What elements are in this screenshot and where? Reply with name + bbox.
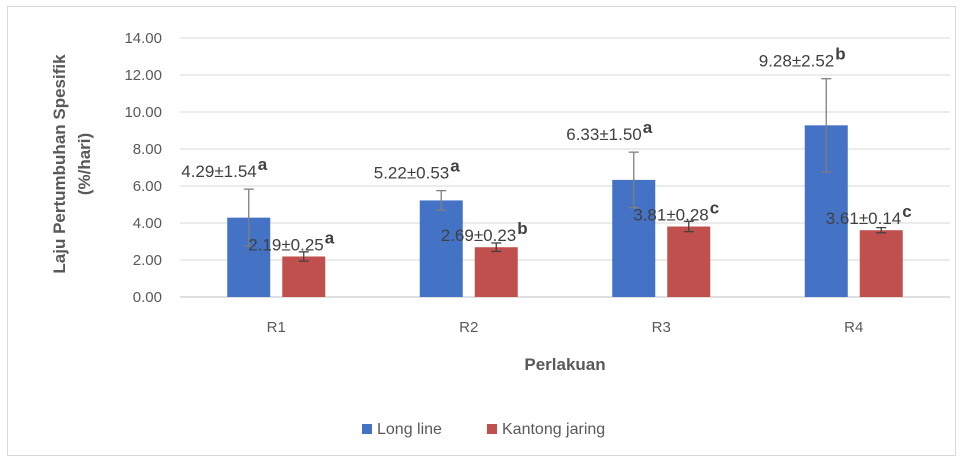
data-label: 3.81±0.28 <box>633 206 709 225</box>
bar <box>859 230 903 297</box>
legend-swatch-kantong-jaring <box>487 424 497 434</box>
bar <box>419 200 463 297</box>
x-axis-ticks: R1 R2 R3 R4 <box>267 319 864 336</box>
data-label: 9.28±2.52 <box>759 52 835 71</box>
data-label: 5.22±0.53 <box>374 164 450 183</box>
y-tick-label: 0.00 <box>133 289 162 306</box>
bar <box>282 256 326 297</box>
data-label: 6.33±1.50 <box>566 125 642 144</box>
legend: Long line Kantong jaring <box>362 421 605 438</box>
y-tick-label: 8.00 <box>133 141 162 158</box>
y-axis-title: Laju Pertumbuhan Spesifik (%/hari) <box>50 54 94 274</box>
bar <box>667 226 711 297</box>
y-tick-label: 14.00 <box>124 30 162 47</box>
y-axis-title-line1: Laju Pertumbuhan Spesifik <box>50 54 69 274</box>
significance-letter: a <box>325 228 335 247</box>
bar <box>474 247 518 297</box>
x-tick-label: R3 <box>652 319 671 336</box>
significance-letter: b <box>517 219 527 238</box>
error-bars <box>243 78 887 262</box>
data-label: 3.61±0.14 <box>826 209 902 228</box>
x-tick-label: R4 <box>844 319 863 336</box>
y-tick-label: 10.00 <box>124 104 162 121</box>
y-tick-label: 4.00 <box>133 215 162 232</box>
legend-label-kantong-jaring: Kantong jaring <box>502 421 605 438</box>
data-labels: 4.29±1.54 a2.19±0.25 a5.22±0.53 a2.69±0.23 b… <box>181 45 911 255</box>
data-label: 4.29±1.54 <box>181 162 257 181</box>
significance-letter: c <box>902 202 911 221</box>
chart-frame <box>7 6 956 456</box>
data-label: 2.19±0.25 <box>248 235 324 254</box>
y-tick-label: 2.00 <box>133 252 162 269</box>
x-tick-label: R1 <box>267 319 286 336</box>
y-tick-label: 6.00 <box>133 178 162 195</box>
legend-label-long-line: Long line <box>377 421 442 438</box>
x-tick-label: R2 <box>459 319 478 336</box>
legend-swatch-long-line <box>362 424 372 434</box>
x-axis-title: Perlakuan <box>524 355 605 374</box>
bars <box>227 125 903 297</box>
significance-letter: a <box>643 118 653 137</box>
y-tick-label: 12.00 <box>124 67 162 84</box>
data-label: 2.69±0.23 <box>441 226 517 245</box>
significance-letter: a <box>258 155 268 174</box>
y-axis-ticks: 0.00 2.00 4.00 6.00 8.00 10.00 12.00 14.00 <box>124 30 162 306</box>
y-axis-title-line2: (%/hari) <box>75 133 94 195</box>
significance-letter: b <box>835 45 845 64</box>
significance-letter: a <box>450 157 460 176</box>
significance-letter: c <box>710 199 719 218</box>
